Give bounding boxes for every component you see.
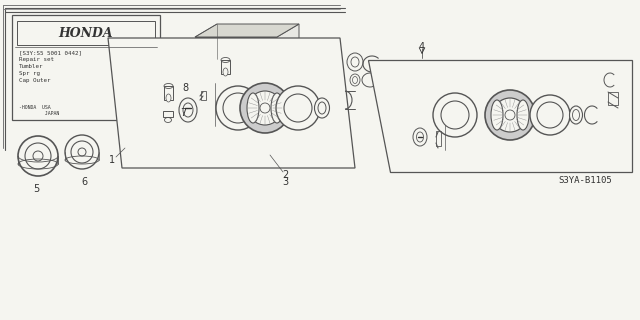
- Ellipse shape: [350, 74, 360, 86]
- Ellipse shape: [183, 103, 193, 117]
- Ellipse shape: [223, 68, 228, 76]
- Text: HONDA: HONDA: [59, 27, 113, 39]
- Text: 2: 2: [282, 170, 288, 180]
- Ellipse shape: [570, 106, 582, 124]
- Circle shape: [276, 86, 320, 130]
- Ellipse shape: [347, 53, 363, 71]
- Text: 3: 3: [282, 177, 288, 187]
- Bar: [164, 86, 173, 100]
- Text: 6: 6: [81, 177, 87, 187]
- Circle shape: [433, 93, 477, 137]
- Polygon shape: [195, 59, 299, 72]
- Text: -HONDA  USA
         JAPAN: -HONDA USA JAPAN: [19, 105, 60, 116]
- Text: 1: 1: [109, 155, 115, 165]
- Text: 7: 7: [180, 108, 186, 118]
- Bar: [436, 131, 441, 146]
- Ellipse shape: [271, 93, 283, 123]
- Text: [S3Y:S5 5001 0442]
Repair set
Tumbler
Spr rg
Cap Outer: [S3Y:S5 5001 0442] Repair set Tumbler Sp…: [19, 50, 82, 83]
- Circle shape: [530, 95, 570, 135]
- Circle shape: [493, 98, 527, 132]
- Text: 8: 8: [182, 83, 188, 93]
- Polygon shape: [368, 60, 632, 172]
- Ellipse shape: [413, 128, 427, 146]
- Ellipse shape: [166, 94, 171, 102]
- Circle shape: [240, 83, 290, 133]
- Polygon shape: [195, 24, 299, 37]
- Text: 5: 5: [33, 184, 39, 194]
- Ellipse shape: [517, 100, 529, 130]
- Bar: [221, 60, 230, 74]
- Circle shape: [485, 90, 535, 140]
- Ellipse shape: [314, 98, 330, 118]
- Bar: [17, 21, 155, 45]
- Polygon shape: [277, 24, 299, 72]
- Ellipse shape: [247, 93, 259, 123]
- Text: 4: 4: [419, 42, 425, 52]
- Ellipse shape: [179, 98, 197, 122]
- Bar: [608, 92, 618, 105]
- Circle shape: [216, 86, 260, 130]
- Text: S3YA-B1105: S3YA-B1105: [558, 175, 612, 185]
- Circle shape: [248, 91, 282, 125]
- Polygon shape: [108, 38, 355, 168]
- Polygon shape: [195, 37, 277, 72]
- Bar: [201, 91, 206, 100]
- Ellipse shape: [491, 100, 503, 130]
- Bar: [163, 111, 173, 117]
- Bar: [12, 15, 160, 120]
